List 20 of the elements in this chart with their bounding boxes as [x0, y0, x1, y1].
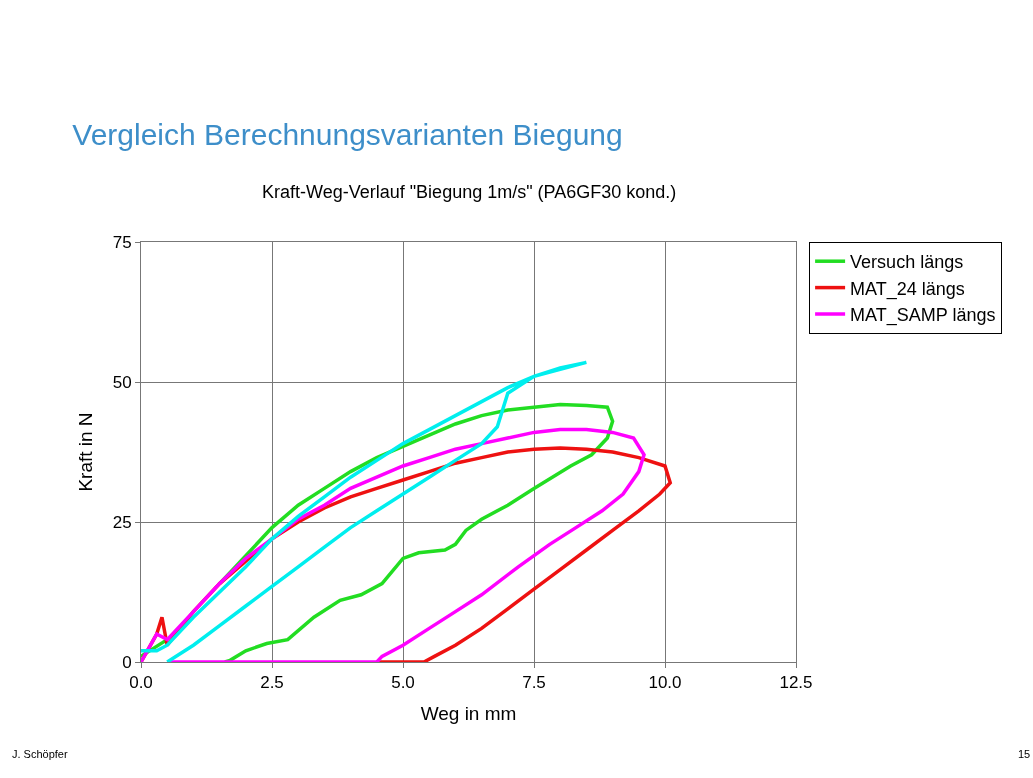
- x-tick-label: 0.0: [129, 673, 153, 693]
- chart-title: Vergleich Berechnungsvarianten Biegung: [72, 118, 623, 152]
- x-tick-label: 12.5: [779, 673, 813, 693]
- x-tick-label: 5.0: [391, 673, 415, 693]
- x-axis-title: Weg in mm: [420, 703, 517, 725]
- text: 15: [1018, 748, 1031, 760]
- legend-label: MAT_SAMP längs: [850, 305, 996, 327]
- y-tick-label: 50: [112, 372, 132, 392]
- y-axis-title: Kraft in N: [74, 412, 96, 492]
- x-tick-label: 10.0: [648, 673, 682, 693]
- legend-label: Versuch längs: [850, 252, 964, 273]
- y-tick-label: 0: [122, 652, 132, 672]
- line-series: [141, 360, 589, 662]
- text: J. Schöpfer: [12, 748, 68, 760]
- y-tick-label: 25: [112, 512, 132, 532]
- legend-label: MAT_24 längs: [850, 278, 965, 300]
- chart-subtitle: Kraft-Weg-Verlauf "Biegung 1m/s" (PA6GF30 kond.): [262, 182, 677, 202]
- y-tick-label: 75: [112, 232, 132, 252]
- x-tick-label: 2.5: [260, 673, 284, 693]
- x-tick-label: 7.5: [522, 673, 546, 693]
